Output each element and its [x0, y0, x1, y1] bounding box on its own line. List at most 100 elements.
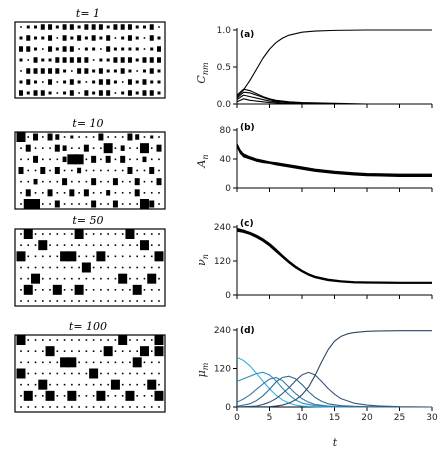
- cell-marker: [127, 133, 133, 141]
- cell-marker: [99, 36, 103, 40]
- cell-marker: [114, 233, 117, 235]
- cell-marker: [33, 57, 38, 63]
- y-tick-label: 120: [214, 257, 231, 267]
- cell-marker: [62, 57, 67, 63]
- cell-marker: [78, 372, 80, 375]
- cell-marker: [121, 192, 124, 194]
- cell-marker: [114, 266, 117, 269]
- x-tick-label: 20: [361, 413, 373, 423]
- cell-marker: [98, 24, 103, 30]
- cell-marker: [149, 90, 154, 96]
- cell-marker: [78, 395, 80, 397]
- cell-marker: [69, 46, 74, 52]
- cell-marker: [107, 361, 109, 364]
- cell-marker: [121, 395, 124, 397]
- y-tick-label: 240: [214, 223, 231, 233]
- cell-marker: [150, 147, 153, 149]
- cell-marker: [150, 406, 153, 408]
- cell-marker: [74, 284, 84, 295]
- cell-marker: [55, 47, 59, 51]
- cell-marker: [49, 158, 51, 161]
- cell-marker: [92, 59, 95, 61]
- cell-marker: [143, 266, 146, 269]
- cell-marker: [92, 80, 96, 84]
- cell-marker: [48, 24, 53, 30]
- cell-marker: [56, 395, 59, 397]
- cell-marker: [56, 158, 59, 161]
- plot-a: 0.0 0.5 1.0: [217, 26, 433, 110]
- cell-marker: [114, 192, 117, 194]
- cell-marker: [127, 24, 132, 30]
- cell-marker: [27, 136, 30, 138]
- cell-marker: [134, 189, 140, 197]
- cell-marker: [85, 244, 88, 246]
- cell-marker: [107, 339, 109, 341]
- cell-marker: [107, 203, 109, 205]
- cell-marker: [71, 289, 73, 291]
- cell-marker: [100, 339, 102, 341]
- cell-marker: [67, 357, 77, 368]
- cell-marker: [56, 244, 59, 246]
- cell-marker: [63, 406, 66, 408]
- cell-marker: [91, 24, 96, 30]
- cell-marker: [70, 135, 74, 139]
- cell-marker: [85, 136, 88, 138]
- cell-marker: [34, 361, 37, 364]
- cell-marker: [100, 406, 102, 408]
- cell-marker: [91, 155, 97, 163]
- cell-marker: [128, 47, 132, 51]
- cell-marker: [132, 357, 142, 368]
- cell-marker: [54, 144, 60, 152]
- cell-marker: [74, 229, 84, 239]
- cell-marker: [143, 180, 146, 183]
- cell-marker: [135, 91, 139, 95]
- cell-marker: [100, 300, 102, 302]
- cell-marker: [136, 277, 139, 280]
- cell-marker: [121, 361, 124, 364]
- cell-marker: [54, 167, 60, 174]
- series-line-3: [236, 227, 432, 283]
- cell-marker: [92, 255, 95, 258]
- cell-marker: [135, 80, 139, 84]
- cell-marker: [41, 406, 44, 408]
- cell-marker: [158, 158, 160, 161]
- cell-marker: [33, 155, 39, 163]
- cell-marker: [107, 300, 109, 302]
- cell-marker: [120, 145, 125, 151]
- cell-marker: [129, 383, 131, 386]
- cell-marker: [20, 158, 22, 161]
- cell-marker: [20, 266, 22, 269]
- cell-marker: [127, 79, 132, 85]
- plot-c: 0 120 240: [214, 223, 433, 301]
- cell-marker: [136, 244, 139, 246]
- cell-marker: [48, 46, 53, 52]
- cell-marker: [106, 190, 111, 196]
- cell-marker: [85, 203, 88, 205]
- cell-marker: [92, 406, 95, 408]
- cell-marker: [150, 266, 153, 269]
- cell-marker: [100, 350, 102, 352]
- cell-marker: [158, 169, 160, 172]
- cell-marker: [41, 361, 44, 364]
- cell-marker: [45, 346, 55, 357]
- cell-marker: [83, 189, 89, 197]
- cell-marker: [63, 80, 67, 84]
- cell-marker: [114, 350, 117, 352]
- cell-marker: [34, 383, 37, 386]
- series-line-1: [236, 229, 432, 284]
- snapshot-frame: [14, 21, 166, 99]
- cell-marker: [121, 47, 125, 51]
- series-line-2: [236, 371, 432, 408]
- cell-marker: [27, 244, 30, 246]
- cell-marker: [41, 36, 45, 40]
- cell-marker: [114, 289, 117, 291]
- cell-marker: [41, 58, 45, 62]
- cell-marker: [41, 147, 44, 149]
- cell-marker: [120, 155, 126, 163]
- cell-marker: [20, 147, 22, 149]
- series-line-2: [236, 230, 432, 284]
- cell-marker: [121, 233, 124, 235]
- cell-marker: [100, 244, 102, 246]
- cell-marker: [100, 169, 102, 172]
